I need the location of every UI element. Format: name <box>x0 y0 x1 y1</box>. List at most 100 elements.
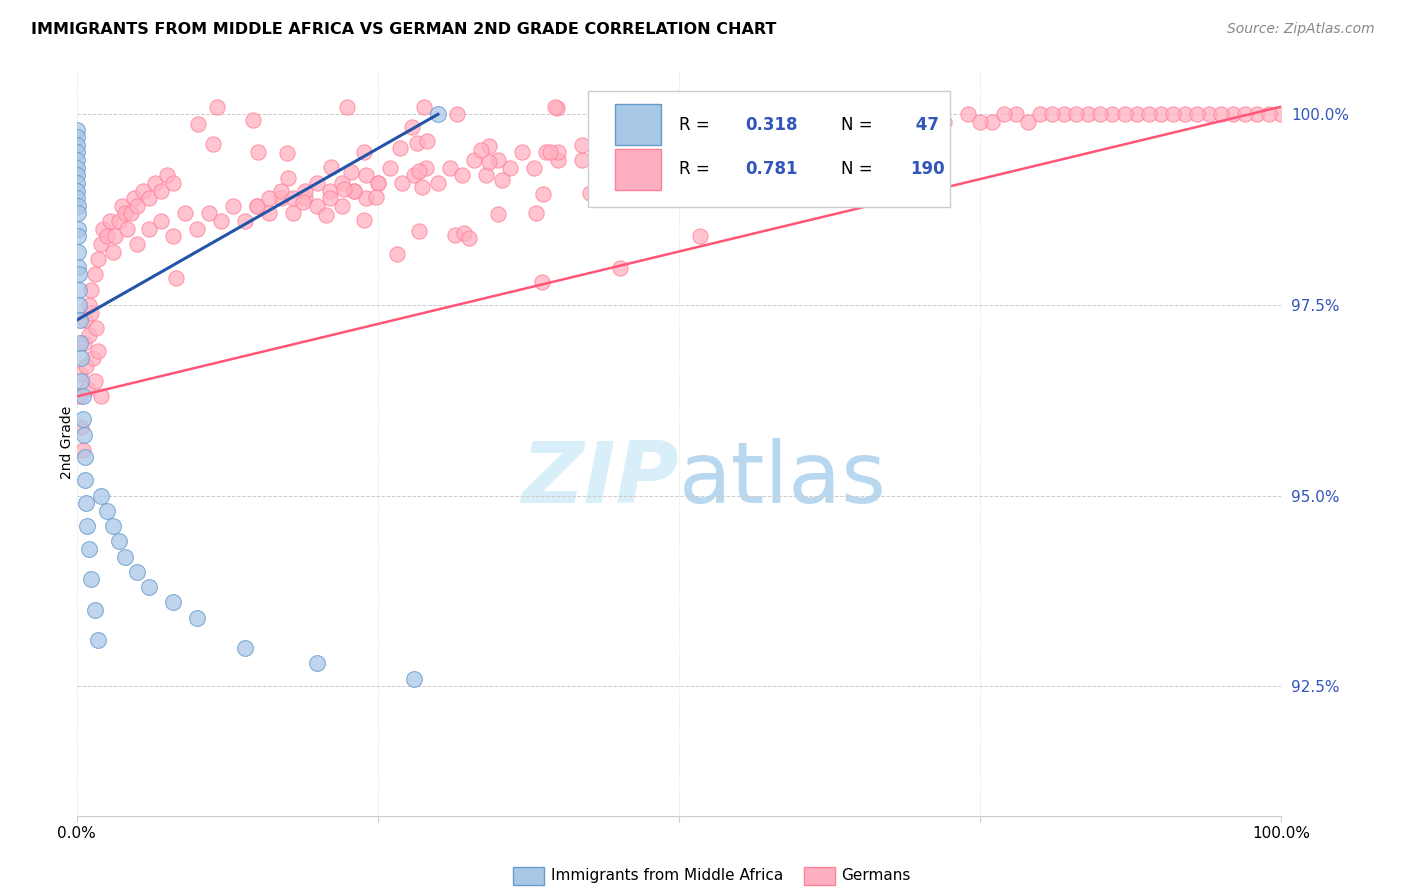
Point <box>1005 107 1028 121</box>
Text: 190: 190 <box>910 161 945 178</box>
Point <box>402 672 425 686</box>
Point <box>458 230 481 244</box>
Point <box>1125 107 1147 121</box>
Point <box>198 206 221 220</box>
Point <box>80 305 103 319</box>
Point <box>138 580 160 594</box>
Point <box>87 252 110 267</box>
Point <box>717 122 740 136</box>
Point <box>366 190 388 204</box>
Point <box>66 244 89 259</box>
Point <box>908 122 931 136</box>
Point <box>470 143 492 157</box>
Text: R =: R = <box>679 116 714 134</box>
Text: N =: N = <box>841 161 879 178</box>
Point <box>1233 107 1256 121</box>
Point <box>342 184 364 198</box>
Point <box>77 328 100 343</box>
Point <box>65 191 87 205</box>
Point <box>336 100 359 114</box>
Point <box>620 130 643 145</box>
Point <box>202 137 225 152</box>
Point <box>90 236 112 251</box>
Text: Source: ZipAtlas.com: Source: ZipAtlas.com <box>1227 22 1375 37</box>
Point <box>837 115 859 129</box>
Point <box>114 206 136 220</box>
Point <box>87 343 110 358</box>
Point <box>156 169 179 183</box>
Point <box>84 321 107 335</box>
Point <box>72 442 94 457</box>
Point <box>318 191 340 205</box>
Point <box>83 268 105 282</box>
Point <box>1114 107 1136 121</box>
Point <box>73 336 96 351</box>
Point <box>66 199 89 213</box>
Point <box>149 214 172 228</box>
Point <box>546 101 568 115</box>
Point <box>138 191 160 205</box>
Point <box>354 191 377 205</box>
Point <box>101 519 124 533</box>
Point <box>104 229 127 244</box>
Point <box>76 519 98 533</box>
Point <box>571 153 593 167</box>
Point <box>162 176 184 190</box>
Point <box>385 246 408 260</box>
Point <box>391 176 413 190</box>
Point <box>65 184 87 198</box>
Point <box>66 229 89 244</box>
Point <box>673 188 696 202</box>
Point <box>73 427 96 442</box>
Point <box>77 541 100 556</box>
Point <box>291 194 314 209</box>
Point <box>76 382 98 396</box>
Point <box>716 122 738 136</box>
Point <box>73 313 96 327</box>
Point <box>120 206 142 220</box>
Point <box>96 229 118 244</box>
Point <box>283 191 305 205</box>
FancyBboxPatch shape <box>614 104 661 145</box>
Point <box>205 100 228 114</box>
Point <box>246 199 269 213</box>
Point <box>125 199 148 213</box>
Point <box>307 199 329 213</box>
Point <box>66 260 89 274</box>
Point <box>1174 107 1197 121</box>
Point <box>342 184 364 198</box>
Point <box>70 374 93 388</box>
Point <box>66 206 89 220</box>
Point <box>1270 107 1292 121</box>
Point <box>77 298 100 312</box>
Text: 0.781: 0.781 <box>745 161 797 178</box>
Point <box>65 176 87 190</box>
Point <box>408 164 430 178</box>
Point <box>644 153 666 167</box>
Point <box>1258 107 1281 121</box>
Point <box>277 170 299 185</box>
Point <box>969 115 991 129</box>
Point <box>571 137 593 152</box>
Point <box>67 268 90 282</box>
Point <box>330 199 353 213</box>
Point <box>65 137 87 152</box>
Text: Immigrants from Middle Africa: Immigrants from Middle Africa <box>551 869 783 883</box>
Point <box>353 213 375 227</box>
Text: N =: N = <box>841 116 879 134</box>
Point <box>67 283 90 297</box>
Point <box>80 573 103 587</box>
Point <box>609 260 631 275</box>
Point <box>595 145 617 160</box>
Point <box>107 214 129 228</box>
Point <box>787 130 810 145</box>
Point <box>402 169 425 183</box>
Point <box>620 161 643 175</box>
Point <box>602 186 624 201</box>
Point <box>579 186 602 201</box>
Point <box>536 145 558 160</box>
Point <box>860 122 883 136</box>
Point <box>75 496 97 510</box>
Point <box>107 534 129 549</box>
Point <box>67 298 90 312</box>
